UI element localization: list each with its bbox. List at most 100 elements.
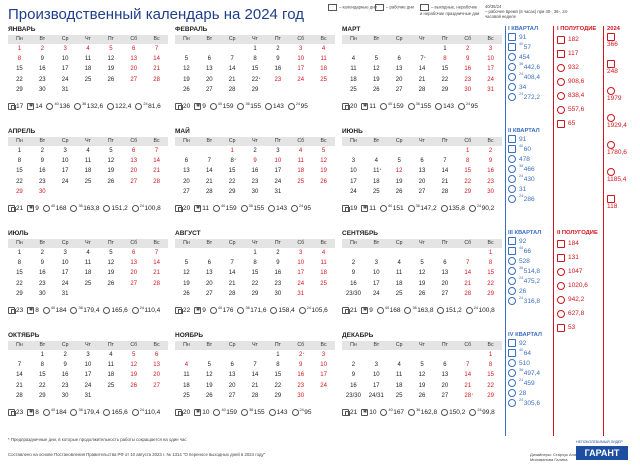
week-row: 1 2 3 4 [175, 248, 335, 258]
year-value: 1780,6 [607, 141, 627, 167]
week-row: 29 30 31 [8, 86, 168, 96]
clock-icon [213, 409, 221, 416]
weekday-label: Ср [61, 36, 69, 42]
half-year-value: 627,8 [557, 307, 598, 320]
week-row: 9 10 11 12 13 14 15 [342, 269, 502, 279]
day-cell: 2 [351, 260, 356, 267]
week-row: 13 14 15 16 17 18 19 [175, 167, 335, 177]
day-cell: 9 [40, 158, 44, 165]
clock-icon [508, 379, 516, 387]
day-cell: 5 [109, 147, 113, 154]
day-cell: 25 [320, 76, 327, 83]
weekday-label: Сб [464, 36, 472, 42]
day-cell: 5 [184, 260, 189, 267]
month-name: СЕНТЯБРЬ [342, 230, 378, 237]
day-cell: 26 [107, 178, 115, 185]
summary-item: 40 184 [42, 408, 66, 416]
summary-value: 162,8 [420, 409, 438, 416]
summary-value: 23 [16, 307, 24, 314]
day-cell: 27 [130, 76, 138, 83]
summary-item: 36 132,6 [74, 102, 103, 110]
day-cell: 1 [253, 45, 257, 52]
weekday-header: Пн Вт Ср Чт Пт Сб Вс [8, 341, 168, 350]
weekday-label: Сб [464, 342, 472, 348]
day-cell: 29 [487, 291, 494, 298]
day-cell: 27 [153, 382, 160, 389]
half-year-summary: I ПОЛУГОДИЕ 182 117 932 908,6 838,4 557,6 65 [557, 26, 596, 130]
summary-value: 92 [519, 339, 527, 347]
day-cell: 7 [207, 158, 211, 165]
clock-icon [103, 307, 111, 314]
day-cell: 29 [16, 189, 23, 196]
half-year-value: 184 [557, 237, 598, 250]
day-cell: 27 [395, 87, 403, 94]
week-row: 1 [342, 248, 502, 258]
summary-value: 23 [16, 409, 24, 416]
weekday-label: Ср [61, 138, 69, 144]
hours-week-label: 36 [412, 305, 417, 310]
day-cell: 25 [84, 178, 92, 185]
day-cell: 24/31 [368, 393, 384, 400]
day-cell: 21 [16, 382, 23, 389]
clock-icon [508, 185, 516, 193]
day-cell: 8 [488, 362, 493, 369]
clock-icon [557, 309, 565, 318]
summary-item: 11 [194, 205, 209, 212]
calendar-icon [508, 339, 516, 347]
summary-value: 528 [519, 257, 530, 265]
hours-week-label: 24 [139, 203, 144, 208]
week-row: 6 7 8 * 9 10 11 12 [175, 156, 335, 166]
quarter-value: 28 [508, 388, 542, 398]
legend-hours: 40/36/24 – рабочее время (в часах) при 4… [485, 4, 569, 19]
summary-value: 179,4 [83, 409, 100, 416]
weekday-label: Ср [395, 138, 403, 144]
weekday-label: Вс [320, 240, 327, 246]
weekday-label: Пн [183, 240, 190, 246]
weekday-header: Пн Вт Ср Чт Пт Сб Вс [8, 35, 168, 44]
day-cell: 15 [16, 270, 23, 277]
day-cell: 16 [297, 372, 305, 379]
month-summary: 20940159361551432495 [175, 102, 335, 110]
half-year-value: 908,6 [557, 75, 596, 88]
flag-icon [342, 307, 350, 314]
summary-value: 159 [225, 205, 237, 212]
half-year-label: I ПОЛУГОДИЕ [557, 26, 597, 32]
week-row: 2 3 4 5 6 7 8 [342, 258, 502, 268]
day-cell: 14 [16, 372, 23, 379]
summary-item: 36 171,6 [237, 306, 266, 314]
day-cell: 3 [299, 45, 303, 52]
day-cell: 16 [251, 168, 259, 175]
weekday-label: Пт [441, 138, 448, 144]
day-cell: 19 [107, 66, 115, 73]
hours-week-label: 40 [50, 305, 56, 310]
summary-item: 40 151 [379, 204, 404, 212]
hours-week-label: 24 [143, 101, 148, 106]
summary-value: 165,6 [111, 307, 128, 314]
clock-icon: 40/36/24 [485, 4, 502, 9]
half-year-label: II ПОЛУГОДИЕ [557, 230, 598, 236]
day-cell: 14 [205, 168, 213, 175]
day-cell: 15 [251, 66, 259, 73]
summary-value: 466 [523, 165, 535, 173]
clock-icon [287, 103, 295, 110]
week-row: 28 29 30 31 [8, 392, 168, 402]
summary-item: 40 167 [380, 408, 405, 416]
day-cell: 22 [16, 178, 23, 185]
day-cell: 8 * [230, 158, 236, 165]
summary-item: 21 [342, 409, 357, 416]
summary-value: 167 [393, 409, 405, 416]
summary-value: 155 [420, 103, 432, 110]
summary-value: 147,2 [420, 205, 437, 212]
hours-week-label: 36 [519, 368, 524, 372]
year-value: 118 [607, 195, 627, 221]
clock-icon [131, 307, 139, 314]
quarter-value: 24 430 [508, 174, 540, 184]
weekday-label: Сб [130, 342, 138, 348]
day-cell: 4 [351, 56, 356, 63]
quarter-value: 24 459 [508, 378, 542, 388]
day-cell: 17 [61, 270, 69, 277]
star-icon [557, 119, 565, 128]
summary-value: 143 [443, 103, 455, 110]
week-row: 22 23 24 25 26 27 28 [8, 75, 168, 85]
day-cell: 18 [320, 66, 327, 73]
